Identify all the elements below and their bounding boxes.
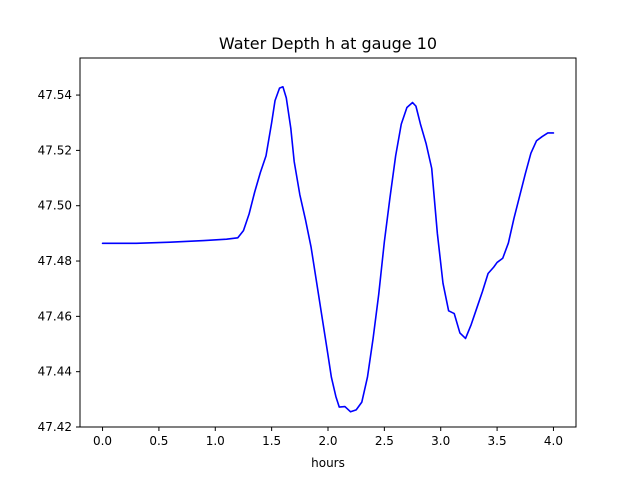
y-axis: 47.42 47.44 47.46 47.48 47.50 47.52 47.54: [38, 88, 80, 434]
y-tick-label: 47.46: [38, 309, 72, 323]
y-tick-label: 47.48: [38, 254, 72, 268]
y-tick-label: 47.44: [38, 365, 72, 379]
x-tick-label: 2.0: [318, 434, 337, 448]
x-tick-label: 1.0: [206, 434, 225, 448]
y-tick-label: 47.54: [38, 88, 72, 102]
x-tick-label: 0.5: [149, 434, 168, 448]
y-tick-label: 47.42: [38, 420, 72, 434]
y-tick-label: 47.52: [38, 143, 72, 157]
series-line: [101, 85, 555, 413]
chart-title: Water Depth h at gauge 10: [219, 34, 437, 53]
x-axis-label: hours: [311, 456, 345, 470]
y-tick-label: 47.50: [38, 199, 72, 213]
x-tick-label: 4.0: [544, 434, 563, 448]
x-tick-label: 3.0: [431, 434, 450, 448]
x-tick-label: 0.0: [93, 434, 112, 448]
x-tick-label: 3.5: [488, 434, 507, 448]
series-layer: [101, 85, 555, 413]
x-tick-label: 2.5: [375, 434, 394, 448]
x-axis: 0.0 0.5 1.0 1.5 2.0 2.5 3.0 3.5 4.0: [93, 427, 563, 448]
x-tick-label: 1.5: [262, 434, 281, 448]
